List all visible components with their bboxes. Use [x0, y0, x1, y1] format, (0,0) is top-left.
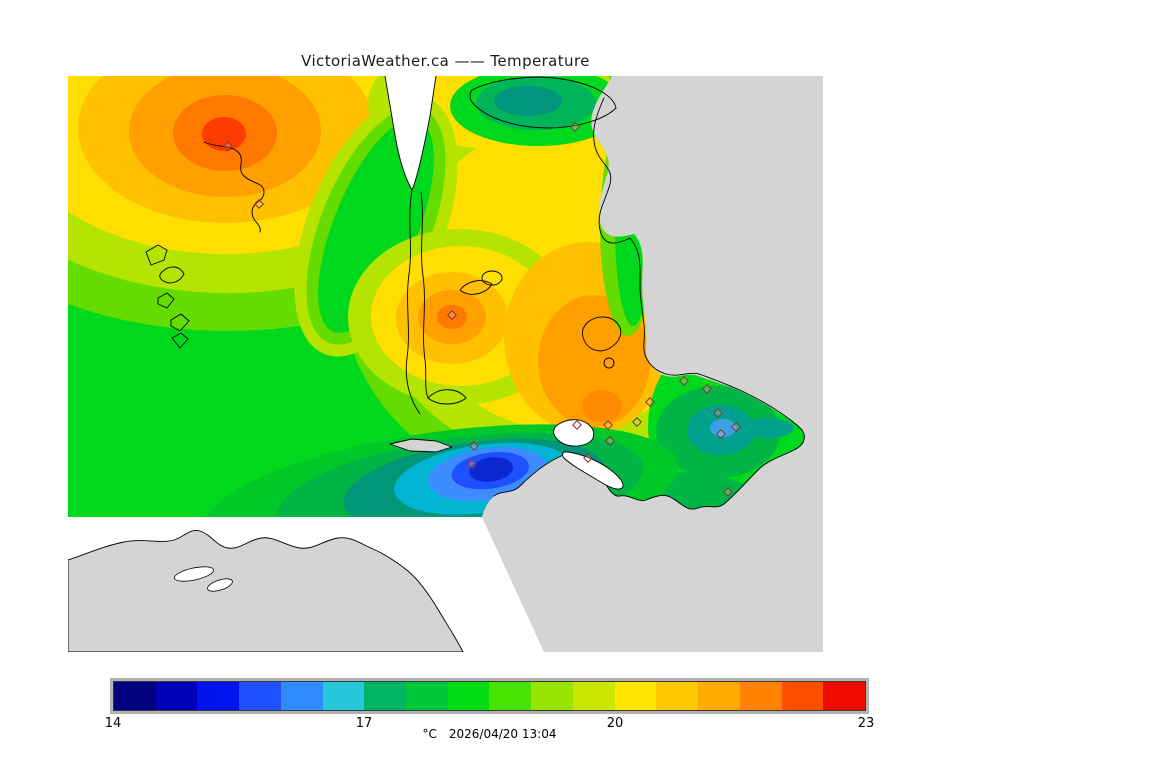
- station-marker: [605, 436, 615, 446]
- station-marker: [731, 422, 741, 432]
- colorbar-segment: [322, 682, 365, 710]
- colorbar-segment: [447, 682, 490, 710]
- colorbar-tick-20: 20: [606, 716, 624, 731]
- datetime-label: 2026/04/20 13:04: [448, 727, 557, 741]
- unit-label: °C: [422, 727, 437, 741]
- station-marker: [632, 417, 642, 427]
- colorbar-segment: [656, 682, 699, 710]
- station-marker: [723, 487, 733, 497]
- colorbar-segment: [114, 682, 156, 710]
- colorbar-segment: [739, 682, 782, 710]
- station-marker: [572, 420, 582, 430]
- colorbar-caption: °C 2026/04/20 13:04: [113, 727, 866, 741]
- warm-bullseyes-central: [348, 229, 672, 434]
- colorbar-segment: [197, 682, 240, 710]
- station-marker: [702, 384, 712, 394]
- station-marker: [223, 141, 233, 151]
- colorbar-gradient: [113, 681, 866, 711]
- colorbar-tick-14: 14: [104, 716, 122, 731]
- colorbar-tick-23: 23: [857, 716, 875, 731]
- foreground-landmass: [68, 517, 544, 652]
- station-marker: [645, 397, 655, 407]
- temperature-field-svg: [68, 76, 805, 652]
- colorbar-segment: [572, 682, 615, 710]
- station-marker: [713, 408, 723, 418]
- cool-blob-north: [450, 76, 626, 146]
- colorbar-segment: [406, 682, 448, 710]
- page-title: VictoriaWeather.ca —— Temperature: [301, 52, 590, 70]
- station-marker: [716, 429, 726, 439]
- colorbar: [110, 678, 869, 714]
- lake: [207, 578, 233, 592]
- colorbar-segment: [239, 682, 281, 710]
- station-marker: [469, 441, 479, 451]
- colorbar-segment: [781, 682, 824, 710]
- colorbar-segment: [280, 682, 323, 710]
- colorbar-segment: [364, 682, 407, 710]
- station-markers: [68, 76, 823, 652]
- station-marker: [679, 376, 689, 386]
- colorbar-segment: [698, 682, 740, 710]
- colorbar-segment: [489, 682, 532, 710]
- station-marker: [603, 420, 613, 430]
- colorbar-segment: [155, 682, 198, 710]
- station-marker: [467, 459, 477, 469]
- colorbar-segment: [823, 682, 865, 710]
- colorbar-segment: [531, 682, 573, 710]
- temperature-map: [68, 76, 823, 652]
- station-marker: [254, 199, 264, 209]
- colorbar-tick-17: 17: [355, 716, 373, 731]
- station-marker: [447, 310, 457, 320]
- peninsula-land: [68, 529, 464, 652]
- lake: [173, 566, 215, 582]
- coastlines: [145, 76, 805, 510]
- colorbar-segment: [614, 682, 657, 710]
- station-marker: [570, 122, 580, 132]
- station-marker: [583, 453, 593, 463]
